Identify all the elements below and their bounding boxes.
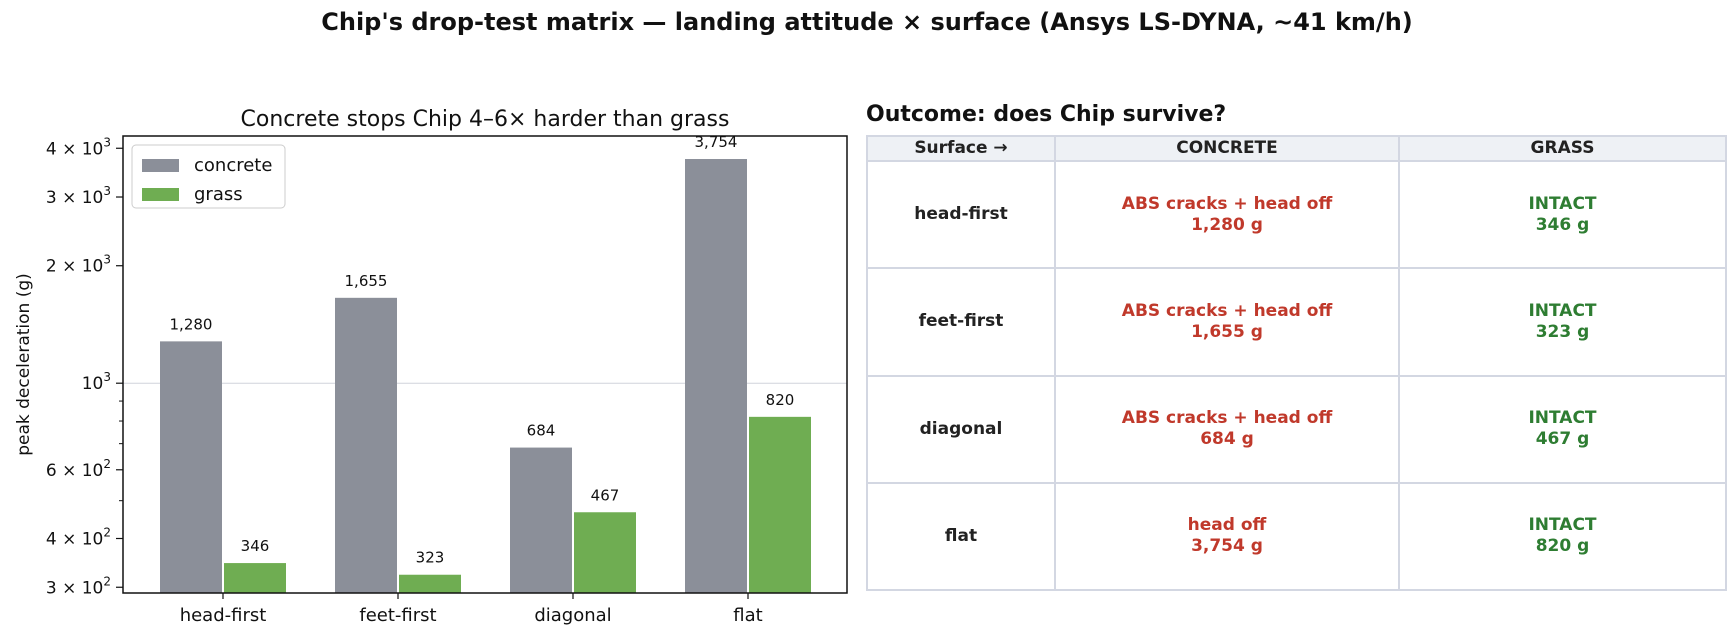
concrete-outcome-cell: ABS cracks + head off 1,280 g	[1054, 159, 1400, 270]
grass-outcome-cell: INTACT 820 g	[1398, 481, 1727, 592]
grass-value-label: 820	[766, 391, 795, 409]
legend-label-concrete: concrete	[194, 155, 272, 176]
table-title: Outcome: does Chip survive?	[866, 102, 1227, 127]
outcome-text: ABS cracks + head off	[1121, 300, 1333, 321]
table-row: feet-first ABS cracks + head off 1,655 g…	[866, 267, 1727, 377]
outcome-text: INTACT	[1528, 515, 1597, 536]
table-row: flat head off 3,754 g INTACT 820 g	[866, 481, 1727, 592]
legend-swatch-concrete	[142, 159, 179, 172]
concrete-bar	[510, 447, 572, 593]
grass-value-label: 323	[416, 549, 445, 567]
outcome-text: INTACT	[1528, 300, 1597, 321]
outcome-text: ABS cracks + head off	[1121, 193, 1333, 214]
row-label: head-first	[866, 159, 1056, 270]
plot-frame	[122, 135, 848, 594]
concrete-bar	[160, 341, 222, 593]
x-tick-label: feet-first	[359, 605, 436, 626]
grass-bar	[749, 416, 811, 593]
row-label: flat	[866, 481, 1056, 592]
column-header-concrete: CONCRETE	[1054, 135, 1400, 162]
y-tick-label: 3 × 103	[46, 184, 111, 208]
table-row: head-first ABS cracks + head off 1,280 g…	[866, 159, 1727, 270]
y-axis-label: peak deceleration (g)	[14, 273, 34, 456]
table-corner-header: Surface →	[866, 135, 1056, 162]
concrete-outcome-cell: ABS cracks + head off 1,655 g	[1054, 267, 1400, 377]
x-tick-label: diagonal	[534, 605, 611, 626]
concrete-value-label: 1,280	[170, 315, 213, 333]
outcome-text: ABS cracks + head off	[1121, 408, 1333, 429]
outcome-text: INTACT	[1528, 193, 1597, 214]
deceleration-value: 1,655 g	[1191, 321, 1263, 342]
x-tick-label: flat	[733, 605, 762, 626]
chart-title: Concrete stops Chip 4–6× harder than gra…	[241, 107, 730, 132]
deceleration-value: 467 g	[1535, 429, 1590, 450]
x-tick-label: head-first	[180, 605, 267, 626]
concrete-bar	[685, 159, 747, 593]
outcome-text: head off	[1187, 515, 1267, 536]
grass-value-label: 467	[591, 486, 620, 504]
legend-label-grass: grass	[194, 184, 243, 205]
y-tick-label: 4 × 103	[46, 135, 111, 159]
concrete-outcome-cell: head off 3,754 g	[1054, 481, 1400, 592]
row-label: diagonal	[866, 374, 1056, 484]
y-tick-label: 2 × 103	[46, 253, 111, 277]
y-tick-label: 103	[82, 370, 111, 394]
deceleration-value: 346 g	[1535, 214, 1590, 235]
concrete-value-label: 684	[527, 422, 556, 440]
outcome-table: Surface → CONCRETE GRASS head-first ABS …	[866, 135, 1727, 592]
deceleration-value: 323 g	[1535, 321, 1590, 342]
outcome-text: INTACT	[1528, 408, 1597, 429]
deceleration-value: 1,280 g	[1191, 214, 1263, 235]
table-row: diagonal ABS cracks + head off 684 g INT…	[866, 374, 1727, 484]
y-tick-label: 3 × 102	[46, 574, 111, 598]
grass-value-label: 346	[241, 537, 270, 555]
grass-bar	[224, 563, 286, 593]
grass-bar	[574, 512, 636, 593]
row-label: feet-first	[866, 267, 1056, 377]
deceleration-value: 3,754 g	[1191, 536, 1263, 557]
y-tick-label: 4 × 102	[46, 525, 111, 549]
deceleration-value: 684 g	[1200, 429, 1254, 450]
deceleration-value: 820 g	[1535, 536, 1590, 557]
column-header-grass: GRASS	[1398, 135, 1727, 162]
concrete-value-label: 1,655	[345, 272, 388, 290]
concrete-bar	[335, 297, 397, 593]
concrete-outcome-cell: ABS cracks + head off 684 g	[1054, 374, 1400, 484]
figure-title: Chip's drop-test matrix — landing attitu…	[321, 8, 1413, 36]
table-header-row: Surface → CONCRETE GRASS	[866, 135, 1727, 162]
grass-outcome-cell: INTACT 323 g	[1398, 267, 1727, 377]
grass-outcome-cell: INTACT 346 g	[1398, 159, 1727, 270]
y-tick-label: 6 × 102	[46, 457, 111, 481]
concrete-value-label: 3,754	[695, 133, 738, 151]
legend-swatch-grass	[142, 188, 179, 201]
bar-chart: Concrete stops Chip 4–6× harder than gra…	[14, 107, 848, 626]
grass-bar	[399, 574, 461, 593]
grass-outcome-cell: INTACT 467 g	[1398, 374, 1727, 484]
